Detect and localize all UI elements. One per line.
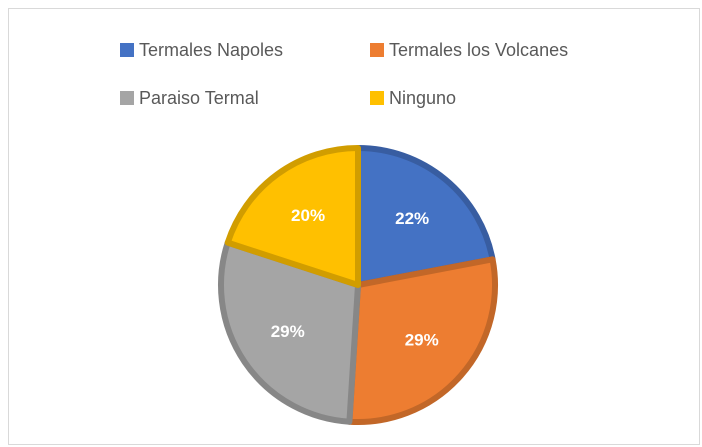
legend-label: Termales los Volcanes (389, 40, 568, 60)
data-label: 20% (291, 206, 325, 225)
legend-swatch (120, 43, 134, 57)
legend-label: Termales Napoles (139, 40, 283, 60)
data-label: 29% (271, 322, 305, 341)
legend-swatch (120, 91, 134, 105)
pie-slice (346, 256, 498, 425)
data-label: 22% (395, 209, 429, 228)
data-label: 29% (405, 331, 439, 350)
legend-label: Paraiso Termal (139, 88, 259, 108)
legend-swatch (370, 91, 384, 105)
pie-slice (355, 145, 496, 288)
pie-slice (218, 239, 361, 425)
legend-label: Ninguno (389, 88, 456, 108)
pie-slice (224, 145, 361, 288)
legend-swatch (370, 43, 384, 57)
